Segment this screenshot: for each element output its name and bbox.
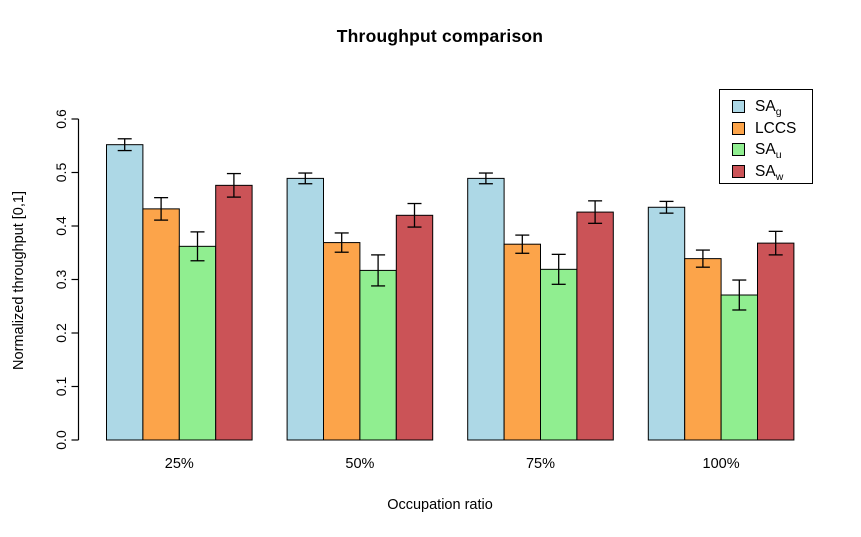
legend-swatch-SA_g [732, 100, 745, 114]
bar-SA_u-75% [540, 268, 578, 441]
bar-SA_g-25% [106, 144, 144, 441]
bar-SA_g-75% [467, 177, 505, 441]
legend-item-SA_g: SAg [732, 96, 812, 118]
legend-label-SA_g: SAg [755, 98, 782, 119]
bar-SA_g-50% [286, 177, 325, 441]
legend-label-SA_u: SAu [755, 141, 782, 162]
legend-label-LCCS: LCCS [755, 119, 797, 137]
y-tick-label: 0.6 [53, 109, 69, 129]
y-tick-label: 0.5 [53, 163, 69, 183]
x-axis-label: Occupation ratio [387, 497, 493, 513]
legend-swatch-LCCS [732, 121, 745, 135]
y-tick-label: 0.4 [53, 216, 69, 236]
bar-LCCS-75% [503, 243, 542, 441]
bar-SA_g-100% [647, 206, 686, 441]
x-tick-label: 50% [345, 456, 374, 472]
bar-SA_u-50% [359, 269, 397, 441]
legend: SAg LCCS SAu SAw [719, 89, 813, 184]
bar-LCCS-50% [323, 242, 361, 441]
bar-LCCS-100% [684, 258, 722, 441]
bar-SA_w-25% [215, 184, 253, 441]
chart-title: Throughput comparison [336, 26, 544, 46]
y-tick-label: 0.0 [53, 430, 69, 450]
y-tick-label: 0.3 [53, 270, 69, 290]
y-tick-label: 0.2 [53, 323, 69, 343]
x-tick-label: 100% [703, 456, 740, 472]
legend-swatch-SA_w [732, 164, 745, 178]
legend-item-SA_u: SAu [732, 139, 812, 161]
bar-LCCS-25% [142, 208, 180, 441]
bar-SA_w-100% [757, 242, 795, 441]
x-tick-label: 25% [165, 456, 194, 472]
y-tick-label: 0.1 [53, 377, 69, 397]
legend-label-sub-SA_u: u [775, 149, 782, 162]
legend-label-sub-SA_g: g [775, 106, 782, 119]
legend-item-SA_w: SAw [732, 161, 812, 183]
legend-swatch-SA_u [732, 143, 745, 157]
x-tick-label: 75% [526, 456, 555, 472]
legend-label-SA_w: SAw [755, 162, 784, 183]
legend-label-sub-SA_w: w [775, 170, 784, 183]
bar-SA_u-25% [178, 245, 217, 441]
bar-SA_u-100% [720, 294, 758, 441]
bar-SA_w-75% [576, 211, 614, 441]
bar-SA_w-50% [395, 214, 434, 441]
legend-item-LCCS: LCCS [732, 118, 812, 140]
